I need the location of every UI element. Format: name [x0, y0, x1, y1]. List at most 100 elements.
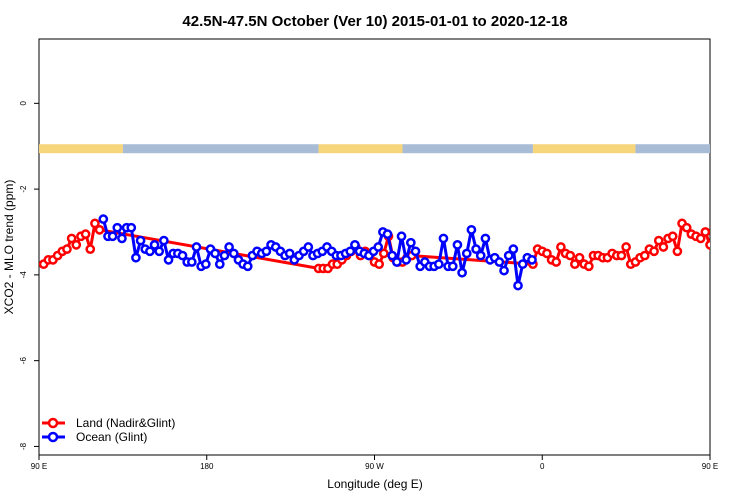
- strip-segment-land: [39, 144, 123, 154]
- data-point: [94, 224, 105, 235]
- data-point: [66, 233, 77, 244]
- y-tick-label: -2: [19, 185, 28, 193]
- data-point: [667, 231, 678, 242]
- data-point: [447, 261, 458, 272]
- data-point: [163, 255, 174, 265]
- data-point: [475, 250, 486, 261]
- data-point: [214, 259, 225, 270]
- strip-segment-land: [532, 144, 636, 154]
- legend-item-ocean: Ocean (Glint): [42, 430, 147, 444]
- data-point: [709, 249, 710, 253]
- data-point: [410, 246, 421, 257]
- data-point: [210, 248, 220, 259]
- data-point: [186, 257, 197, 267]
- data-point: [457, 267, 467, 278]
- series-layer: [39, 214, 741, 291]
- data-point: [574, 252, 585, 263]
- data-point: [461, 248, 472, 259]
- data-point: [85, 244, 96, 254]
- data-point: [392, 257, 402, 267]
- data-point: [303, 242, 314, 252]
- data-point: [126, 222, 137, 233]
- data-point: [396, 231, 407, 242]
- data-point: [350, 240, 360, 250]
- data-point: [107, 231, 118, 242]
- legend-label-land: Land (Nadir&Glint): [76, 416, 175, 430]
- data-point: [565, 250, 576, 261]
- data-point: [649, 246, 659, 257]
- data-point: [149, 240, 160, 250]
- legend: Land (Nadir&Glint) Ocean (Glint): [42, 416, 175, 444]
- x-axis-label: Longitude (deg E): [327, 477, 422, 491]
- x-tick-label: 90 E: [31, 462, 47, 471]
- data-point: [378, 248, 389, 259]
- data-point: [242, 261, 253, 272]
- data-point: [117, 233, 127, 244]
- series-ocean: [98, 214, 537, 291]
- strip-segment-ocean: [635, 144, 710, 154]
- data-point: [387, 250, 398, 261]
- data-point: [145, 246, 155, 257]
- data-point: [508, 244, 519, 254]
- data-point: [466, 224, 477, 235]
- data-point: [621, 242, 631, 252]
- data-point: [551, 257, 562, 267]
- data-point: [374, 259, 385, 270]
- data-point: [452, 240, 463, 250]
- data-point: [433, 259, 444, 270]
- data-point: [284, 248, 295, 259]
- data-point: [672, 246, 683, 257]
- data-point: [224, 242, 234, 252]
- data-point: [517, 259, 528, 270]
- legend-marker-ocean: [47, 431, 59, 443]
- data-point: [90, 218, 100, 229]
- strip-segment-ocean: [122, 144, 319, 154]
- data-point: [681, 222, 692, 233]
- data-point: [725, 239, 732, 246]
- x-tick-label: 90 W: [365, 462, 384, 471]
- data-point: [200, 259, 211, 270]
- data-point: [191, 242, 202, 252]
- data-point: [513, 280, 523, 291]
- plot-area: [38, 38, 741, 456]
- strip-segment-ocean: [402, 144, 533, 154]
- y-tick-label: -6: [19, 357, 28, 365]
- x-tick-label: 180: [200, 462, 214, 471]
- x-tick-label: 0: [540, 462, 545, 471]
- data-point: [653, 235, 664, 246]
- data-point: [527, 255, 537, 265]
- data-point: [734, 228, 741, 235]
- data-point: [177, 250, 188, 261]
- data-point: [80, 229, 91, 239]
- data-point: [499, 265, 509, 276]
- data-point: [471, 244, 481, 254]
- y-axis: 0 -2 -4 -6 -8: [19, 101, 39, 450]
- data-point: [112, 222, 123, 233]
- data-point: [382, 229, 393, 239]
- data-point: [131, 252, 141, 263]
- data-point: [98, 214, 109, 224]
- data-point: [730, 233, 737, 240]
- land-ocean-strip: [39, 144, 710, 154]
- data-point: [345, 246, 356, 257]
- data-point: [154, 246, 165, 257]
- chart-title: 42.5N-47.5N October (Ver 10) 2015-01-01 …: [182, 13, 567, 30]
- data-point: [373, 242, 384, 252]
- x-tick-label: 90 E: [702, 462, 718, 471]
- data-point: [556, 242, 566, 252]
- data-point: [542, 248, 552, 259]
- data-point: [716, 243, 723, 250]
- strip-segment-land: [318, 144, 403, 154]
- data-point: [700, 227, 710, 237]
- y-tick-label: 0: [19, 101, 28, 106]
- legend-marker-land: [47, 417, 59, 429]
- data-point: [639, 250, 650, 261]
- data-point: [570, 259, 580, 270]
- data-point: [583, 261, 594, 272]
- data-point: [135, 235, 146, 246]
- data-point: [720, 243, 727, 250]
- legend-label-ocean: Ocean (Glint): [76, 430, 147, 444]
- data-point: [480, 233, 491, 244]
- data-point: [705, 240, 710, 250]
